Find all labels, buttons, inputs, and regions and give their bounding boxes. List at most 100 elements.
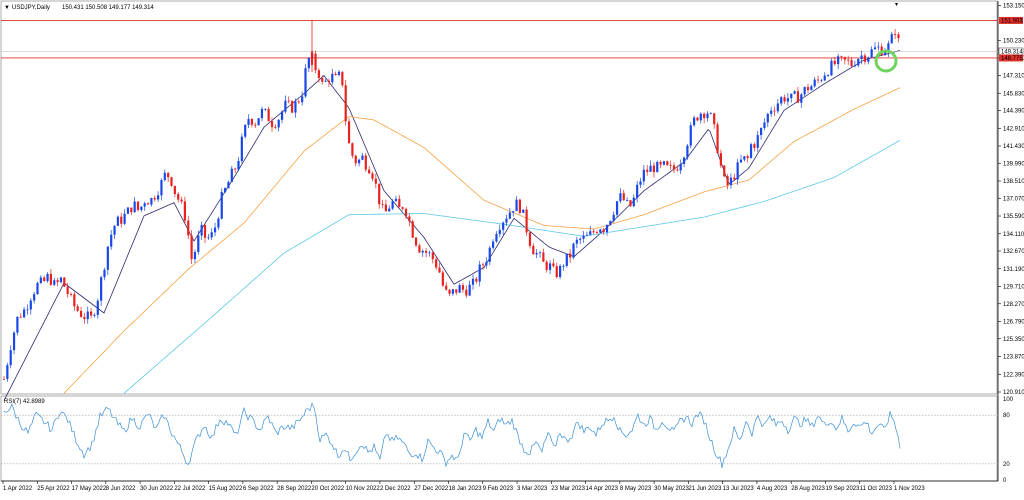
time-tick-label: 17 May 2022: [72, 486, 107, 492]
candle-body: [113, 225, 116, 235]
candle-body: [803, 87, 806, 95]
candle: [190, 230, 193, 264]
candle: [33, 291, 36, 304]
candle-body: [210, 232, 213, 238]
candle-body: [384, 204, 387, 212]
candle-body: [180, 199, 183, 202]
candle: [455, 289, 458, 296]
candle: [404, 207, 408, 220]
candle-body: [314, 53, 317, 71]
candle: [116, 215, 119, 226]
candle: [706, 111, 709, 122]
candle-body: [813, 79, 816, 87]
candle-body: [870, 49, 873, 58]
candle: [756, 130, 759, 152]
candle: [689, 122, 692, 149]
candle-body: [508, 212, 511, 219]
candle-body: [310, 51, 314, 65]
candle-body: [96, 300, 99, 315]
candle-body: [371, 173, 374, 179]
candle: [619, 188, 622, 204]
candle-body: [883, 51, 887, 56]
ma-line-medium: [63, 87, 901, 394]
candle: [207, 233, 210, 240]
candle-body: [713, 113, 716, 125]
candle: [73, 291, 76, 311]
candle-body: [669, 165, 672, 166]
candle-body: [123, 213, 126, 224]
candle: [244, 123, 247, 139]
candle-body: [217, 218, 220, 228]
candle: [49, 268, 52, 287]
candle: [351, 142, 354, 159]
candle: [776, 99, 779, 114]
candle-body: [247, 119, 250, 125]
candle-body: [770, 110, 773, 114]
candle-body: [116, 216, 119, 226]
candle: [508, 207, 511, 220]
candle-body: [612, 214, 615, 221]
candle-body: [773, 110, 776, 112]
candle: [193, 249, 197, 263]
price-tick-label: 135.590: [1003, 214, 1024, 220]
candle: [579, 237, 582, 245]
candle-body: [83, 316, 86, 320]
candle-body: [595, 232, 599, 234]
candle: [542, 248, 545, 262]
candle-body: [602, 229, 605, 233]
candle-body: [250, 119, 253, 125]
candle: [890, 31, 893, 44]
candle: [897, 32, 900, 43]
candle: [358, 158, 361, 167]
time-tick-label: 22 Jul 2022: [174, 486, 206, 492]
candle: [250, 118, 253, 128]
candle-body: [806, 87, 810, 91]
candle: [414, 236, 418, 248]
candle: [461, 282, 465, 293]
candle: [518, 198, 521, 215]
symbol-header: ▼ USDJPY,Daily 150.431 150.508 149.177 1…: [4, 5, 154, 11]
candle: [368, 166, 371, 174]
candle: [743, 156, 746, 162]
horizontal-levels[interactable]: [1, 19, 998, 59]
candle-body: [646, 169, 649, 172]
candle: [572, 242, 575, 260]
candle-body: [656, 161, 659, 173]
candle: [498, 224, 501, 238]
candle-body: [833, 60, 836, 65]
candle: [773, 106, 776, 117]
candle: [197, 230, 200, 255]
candle-body: [552, 263, 555, 267]
candle-body: [863, 55, 867, 62]
price-tick-label: 131.190: [1003, 267, 1024, 273]
candle: [766, 112, 769, 127]
candle: [394, 195, 398, 202]
candle: [729, 173, 733, 189]
candle-body: [297, 101, 300, 103]
candle-body: [853, 65, 856, 67]
candle: [612, 211, 615, 223]
candle: [502, 221, 505, 235]
candle-body: [408, 216, 411, 222]
candle-body: [307, 57, 310, 69]
candle-body: [793, 91, 796, 94]
highlight-circle: [874, 49, 898, 73]
candle: [659, 160, 662, 169]
candle: [599, 228, 602, 234]
candle: [559, 264, 562, 280]
candle: [39, 275, 42, 285]
candle: [837, 53, 840, 70]
price-label-box: [999, 16, 1023, 24]
candle: [820, 79, 823, 83]
candle-body: [542, 252, 545, 262]
candle-body: [401, 207, 404, 209]
candle: [538, 250, 542, 258]
time-tick-label: 21 Jun 2023: [688, 486, 722, 492]
candle-body: [9, 350, 12, 366]
candle-body: [800, 94, 803, 103]
candle: [96, 298, 99, 319]
candle-body: [304, 68, 307, 97]
price-tick-label: 139.990: [1003, 161, 1024, 167]
